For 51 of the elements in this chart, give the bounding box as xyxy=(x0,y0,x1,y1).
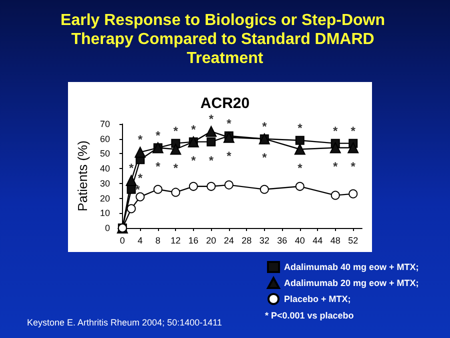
annotation: * xyxy=(191,122,196,136)
y-tick-label: 0 xyxy=(104,223,110,233)
x-tick-label: 36 xyxy=(277,236,288,246)
x-tick-label: 0 xyxy=(120,236,125,246)
annotation: * xyxy=(262,150,268,164)
annotation: * xyxy=(333,124,338,138)
annotation: * xyxy=(191,153,196,168)
legend-label: Adalimumab 40 mg eow + MTX; xyxy=(284,262,419,272)
annotation: * xyxy=(298,160,303,175)
y-axis-title: Patients (%) xyxy=(75,140,90,212)
annotation: * xyxy=(350,159,356,174)
annotation: * xyxy=(208,153,214,168)
annotation: * xyxy=(173,160,178,175)
annotation: * xyxy=(333,159,338,174)
y-tick-label: 40 xyxy=(100,164,110,174)
annotation: * xyxy=(138,171,143,186)
annotation: * xyxy=(128,160,134,175)
text: Keystone E. Arthritis Rheum 2004; 50:1400-1411 xyxy=(27,318,222,328)
x-tick-label: 20 xyxy=(206,236,216,246)
x-tick-label: 12 xyxy=(170,236,181,246)
annotation: * xyxy=(226,148,232,163)
annotation: * xyxy=(350,124,356,138)
annotation: * xyxy=(226,116,232,130)
x-tick-label: 44 xyxy=(312,236,323,246)
x-tick-label: 52 xyxy=(348,236,358,246)
x-tick-label: 16 xyxy=(188,236,198,246)
legend-label: Adalimumab 20 mg eow + MTX; xyxy=(284,278,419,288)
text: * P<0.001 vs placebo xyxy=(265,310,354,320)
chart-subtitle: ACR20 xyxy=(200,95,250,112)
annotation: * xyxy=(156,128,161,142)
x-tick-label: 32 xyxy=(259,236,270,246)
x-tick-label: 40 xyxy=(294,236,305,246)
y-tick-label: 30 xyxy=(100,178,110,188)
annotation: * xyxy=(262,119,268,134)
x-tick-label: 28 xyxy=(242,236,252,246)
x-tick-label: 8 xyxy=(155,236,160,246)
annotation: * xyxy=(156,159,161,174)
x-tick-label: 4 xyxy=(138,236,143,246)
x-tick-label: 48 xyxy=(330,236,340,246)
y-tick-label: 20 xyxy=(100,193,110,204)
annotation: * xyxy=(208,112,214,126)
y-tick-label: 60 xyxy=(100,134,110,144)
y-tick-label: 10 xyxy=(100,208,110,218)
chart-title: Early Response to Biologics or Step-Down Therapy Compared to Standard DMARD Treatment xyxy=(60,12,390,67)
annotation: * xyxy=(138,132,143,147)
legend-label: Placebo + MTX; xyxy=(284,294,351,304)
y-tick-label: 50 xyxy=(100,148,110,159)
annotation: * xyxy=(298,120,303,135)
annotation: * xyxy=(173,124,178,138)
x-tick-label: 24 xyxy=(224,236,234,246)
y-tick-label: 70 xyxy=(100,119,110,129)
